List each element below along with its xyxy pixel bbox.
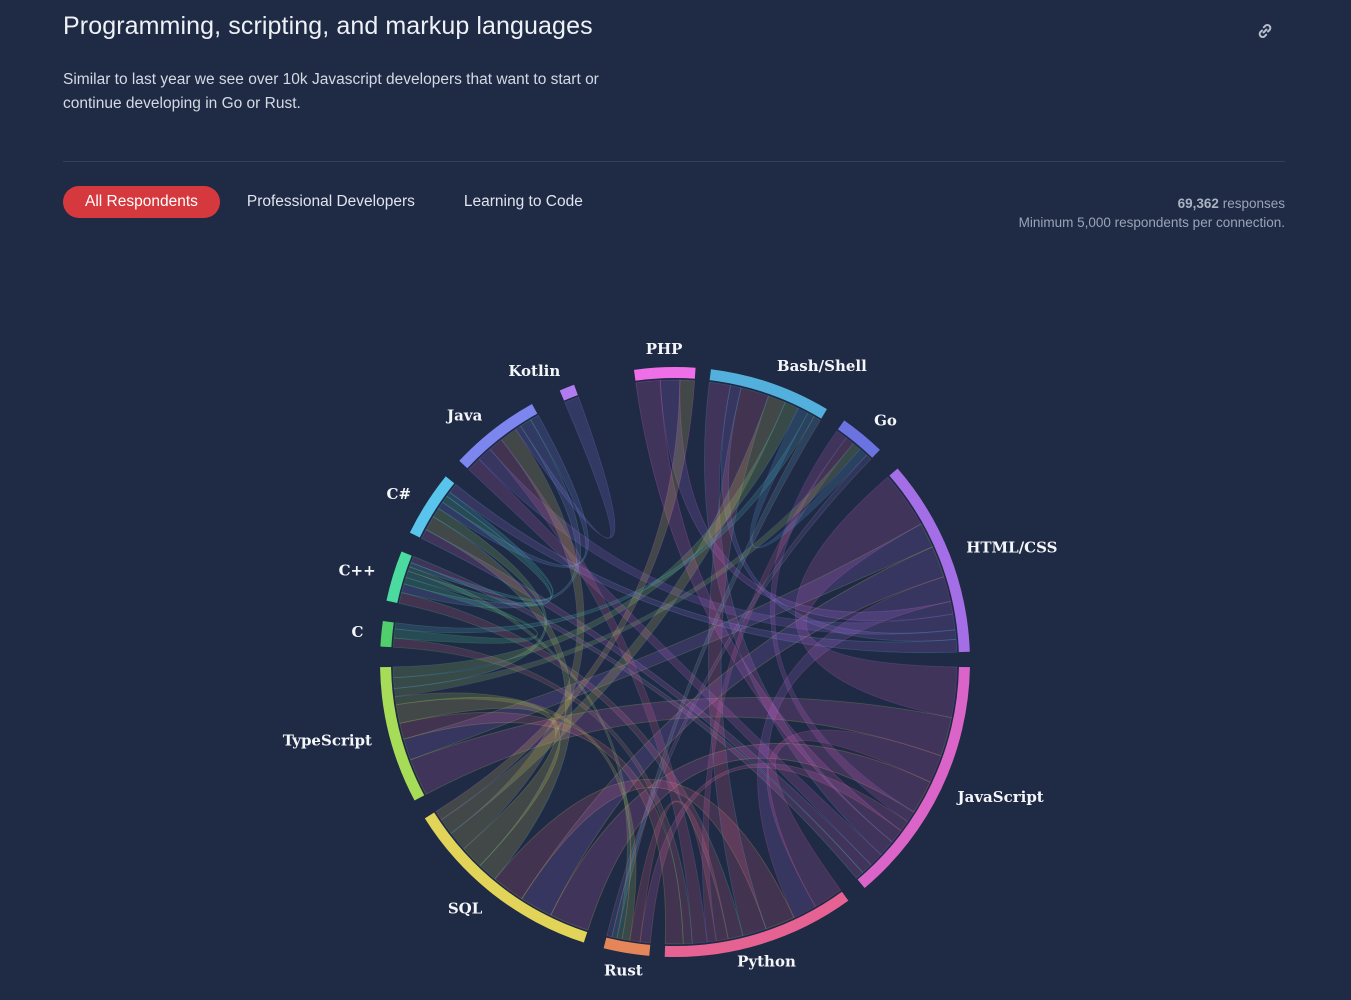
chord-ribbon-javascript-c[interactable]	[410, 555, 864, 879]
chord-arc-bash-shell[interactable]	[709, 369, 827, 419]
tab-learning-to-code[interactable]: Learning to Code	[463, 193, 583, 210]
chord-ribbon-python-typescript[interactable]	[399, 712, 684, 945]
chord-ribbon-python-java[interactable]	[489, 439, 708, 944]
chord-arc-java[interactable]	[459, 403, 538, 469]
respondent-filter-tabs: All Respondents Professional Developers …	[63, 186, 605, 218]
chord-ribbon-bash-shell-go[interactable]	[749, 407, 868, 549]
chord-ribbon-html-css-python[interactable]	[757, 576, 951, 919]
chord-ribbon-c-rust[interactable]	[407, 566, 632, 940]
chord-ribbon-sql-java[interactable]	[450, 428, 585, 850]
chord-ribbon-typescript-c[interactable]	[393, 507, 547, 690]
chord-ribbon-sql-c[interactable]	[425, 516, 573, 880]
chord-arc-c[interactable]	[380, 620, 394, 648]
connection-note: Minimum 5,000 respondents per connection…	[1018, 215, 1285, 230]
response-meta: 69,362 responses Minimum 5,000 responden…	[1019, 194, 1285, 232]
tab-all-respondents[interactable]: All Respondents	[63, 186, 220, 218]
chord-label-bash-shell: Bash/Shell	[777, 357, 867, 375]
chord-ribbon-python-go[interactable]	[701, 437, 854, 943]
chord-arcs	[380, 366, 970, 958]
chord-ribbon-c-c[interactable]	[393, 576, 538, 644]
chord-ribbon-javascript-c[interactable]	[421, 529, 872, 874]
chord-label-c: C	[351, 623, 363, 641]
chord-arc-sql[interactable]	[424, 812, 588, 943]
chord-ribbon-javascript-sql[interactable]	[550, 743, 931, 931]
chord-ribbon-html-css-sql[interactable]	[521, 546, 945, 916]
chord-ribbon-python-c[interactable]	[392, 637, 693, 945]
chord-ribbon-go-rust[interactable]	[606, 454, 872, 938]
chord-arc-c[interactable]	[386, 551, 412, 603]
chord-ribbon-python-c[interactable]	[398, 591, 744, 940]
chord-ribbon-python-sql[interactable]	[494, 778, 795, 930]
chord-ribbon-bash-shell-rust[interactable]	[611, 416, 821, 939]
chord-label-rust: Rust	[604, 962, 643, 980]
chord-label-c: C++	[339, 561, 376, 579]
link-icon[interactable]	[1252, 18, 1278, 44]
link-icon-glyph	[1258, 24, 1272, 38]
chord-ribbon-html-css-bash-shell[interactable]	[721, 385, 957, 642]
chord-ribbon-javascript-typescript[interactable]	[409, 697, 952, 795]
chord-arc-go[interactable]	[837, 420, 880, 458]
chord-ribbon-java-c[interactable]	[437, 414, 589, 568]
chord-ribbon-sql-bash-shell[interactable]	[440, 395, 786, 834]
chord-ribbon-html-css-typescript[interactable]	[403, 523, 933, 761]
chord-ribbon-java-c[interactable]	[401, 419, 581, 609]
chord-ribbon-c-c[interactable]	[409, 491, 554, 602]
chord-ribbon-javascript-php[interactable]	[635, 379, 902, 843]
chord-ribbon-sql-php[interactable]	[435, 379, 696, 821]
chord-label-sql: SQL	[448, 900, 483, 918]
chord-ribbon-sql-typescript[interactable]	[395, 696, 561, 867]
chord-ribbon-python-rust[interactable]	[629, 800, 729, 943]
chord-arc-php[interactable]	[633, 366, 696, 381]
chord-arc-python[interactable]	[664, 891, 849, 958]
page-title: Programming, scripting, and markup langu…	[63, 12, 593, 40]
chord-labels: PHP Bash/Shell Go HTML/CSS JavaScript Python R…	[283, 340, 1058, 980]
chord-ribbon-javascript-rust[interactable]	[639, 763, 909, 944]
tab-professional-developers[interactable]: Professional Developers	[246, 193, 415, 210]
response-count: 69,362	[1177, 196, 1219, 211]
chord-ribbon-typescript-go[interactable]	[393, 442, 861, 698]
chord-ribbon-bash-shell-c[interactable]	[394, 412, 815, 634]
chord-ribbon-javascript-html-css[interactable]	[795, 476, 958, 719]
chord-label-html-css: HTML/CSS	[966, 538, 1057, 556]
chord-ribbon-html-css-java[interactable]	[478, 448, 956, 635]
response-count-line: 69,362 responses	[1019, 194, 1285, 213]
chord-arc-kotlin[interactable]	[559, 384, 578, 401]
chord-arc-c[interactable]	[409, 476, 455, 538]
chord-label-c: C#	[387, 485, 412, 503]
chord-ribbon-typescript-bash-shell[interactable]	[392, 401, 799, 679]
chord-arc-rust[interactable]	[603, 937, 651, 956]
chord-ribbon-javascript-java[interactable]	[468, 458, 882, 866]
response-count-label: responses	[1222, 196, 1285, 211]
chord-ribbon-html-css-php[interactable]	[659, 379, 954, 622]
chord-arc-javascript[interactable]	[857, 666, 970, 888]
chord-ribbon-javascript-bash-shell[interactable]	[704, 381, 893, 856]
chord-ribbon-javascript-go[interactable]	[770, 430, 915, 823]
chord-label-java: Java	[445, 406, 483, 424]
divider	[63, 161, 1285, 162]
chord-ribbon-python-bash-shell[interactable]	[708, 387, 770, 937]
chord-ribbon-c-c[interactable]	[405, 495, 552, 607]
chord-arc-html-css[interactable]	[889, 468, 970, 653]
chord-label-php: PHP	[646, 340, 683, 358]
section-description: Similar to last year we see over 10k Jav…	[63, 71, 599, 112]
chord-ribbon-javascript-python[interactable]	[766, 729, 942, 908]
chord-ribbon-html-css-c[interactable]	[449, 483, 958, 654]
chord-ribbons	[392, 379, 958, 945]
chord-label-javascript: JavaScript	[956, 788, 1044, 806]
chord-arc-typescript[interactable]	[380, 666, 425, 801]
chord-label-python: Python	[737, 952, 796, 970]
chord-label-typescript: TypeScript	[283, 731, 372, 749]
chord-label-go: Go	[874, 411, 897, 429]
chord-label-kotlin: Kotlin	[508, 362, 560, 380]
chord-ribbon-java-kotlin[interactable]	[515, 396, 616, 539]
chord-ribbon-typescript-rust[interactable]	[394, 692, 637, 941]
